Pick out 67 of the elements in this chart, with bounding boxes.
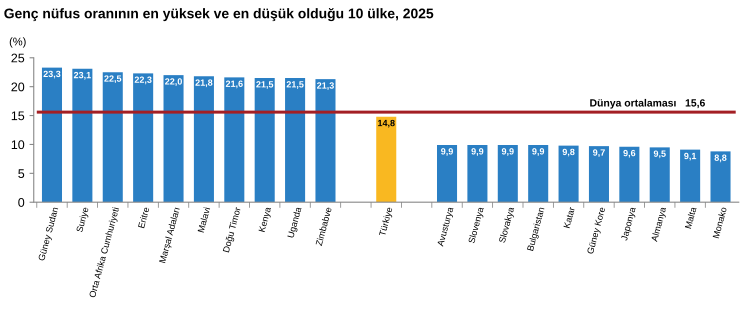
x-tick-label: Uganda xyxy=(287,206,304,238)
bar xyxy=(376,116,396,202)
bar xyxy=(558,146,579,202)
bar xyxy=(710,151,731,202)
x-tick-label: Katar xyxy=(564,206,575,228)
x-tick-label: Türkiye xyxy=(378,206,394,237)
x-tick-label: Japonya xyxy=(620,206,638,242)
x-tick-label: Suriye xyxy=(76,206,90,233)
bar xyxy=(194,76,214,202)
x-tick-label: Doğu Timor xyxy=(222,206,243,253)
data-label: 21,5 xyxy=(256,81,274,89)
y-tick-label: 15 xyxy=(12,111,24,120)
data-label: 9,6 xyxy=(623,150,636,158)
data-label: 9,9 xyxy=(532,148,544,156)
data-label: 23,3 xyxy=(44,70,60,78)
y-tick-label: 20 xyxy=(11,82,24,92)
x-tick-label: Güney Sudan xyxy=(38,206,60,262)
bar xyxy=(650,147,670,202)
bar xyxy=(588,146,609,202)
data-label: 23,1 xyxy=(74,72,91,80)
data-label: 21,3 xyxy=(317,82,334,90)
data-label: 9,9 xyxy=(502,148,514,156)
x-tick-label: Güney Kore xyxy=(586,206,607,255)
y-tick-label: 25 xyxy=(11,54,24,62)
bar xyxy=(102,72,123,202)
data-label: 9,7 xyxy=(593,149,605,158)
data-label: 14,8 xyxy=(378,120,395,128)
data-label: 21,6 xyxy=(226,80,243,88)
data-label: 9,9 xyxy=(441,148,453,156)
bar xyxy=(467,145,488,202)
bar xyxy=(437,145,458,202)
y-tick-label: 10 xyxy=(12,140,24,150)
data-label: 21,5 xyxy=(286,81,304,89)
x-tick-label: Eritre xyxy=(138,206,150,228)
x-tick-label: Malavi xyxy=(197,206,210,233)
x-tick-label: Malta xyxy=(684,206,697,229)
bar xyxy=(164,75,184,202)
data-label: 22,5 xyxy=(104,75,122,84)
x-tick-label: Kenya xyxy=(258,206,273,233)
x-tick-label: Marşal Adaları xyxy=(158,207,182,264)
data-label: 9,9 xyxy=(471,148,484,156)
chart-title: Genç nüfus oranının en yüksek ve en düşük olduğu 10 ülke, 2025 xyxy=(4,8,434,22)
data-label: 9,1 xyxy=(684,152,696,160)
data-label: 21,8 xyxy=(195,79,212,88)
bar xyxy=(498,145,518,202)
bar xyxy=(254,78,275,202)
bar xyxy=(133,73,154,202)
bar xyxy=(72,68,92,202)
ref-line-label: Dünya ortalaması 15,6 xyxy=(590,98,705,109)
data-label: 22,3 xyxy=(134,76,152,84)
data-label: 8,8 xyxy=(714,154,727,162)
bar xyxy=(619,146,640,202)
bar xyxy=(285,78,306,202)
x-tick-label: Almanya xyxy=(650,206,668,242)
bar xyxy=(42,68,62,202)
y-axis-title: (%) xyxy=(10,37,26,48)
data-label: 22,0 xyxy=(165,78,182,86)
bar xyxy=(315,79,336,202)
y-tick-label: 0 xyxy=(18,198,24,207)
x-tick-label: Slovakya xyxy=(498,206,516,244)
bar xyxy=(528,145,548,202)
data-label: 9,8 xyxy=(562,148,575,156)
y-tick-label: 5 xyxy=(18,169,24,178)
bar xyxy=(680,150,700,202)
x-tick-label: Monako xyxy=(712,206,727,238)
bar xyxy=(224,77,244,202)
data-label: 9,5 xyxy=(654,150,666,158)
